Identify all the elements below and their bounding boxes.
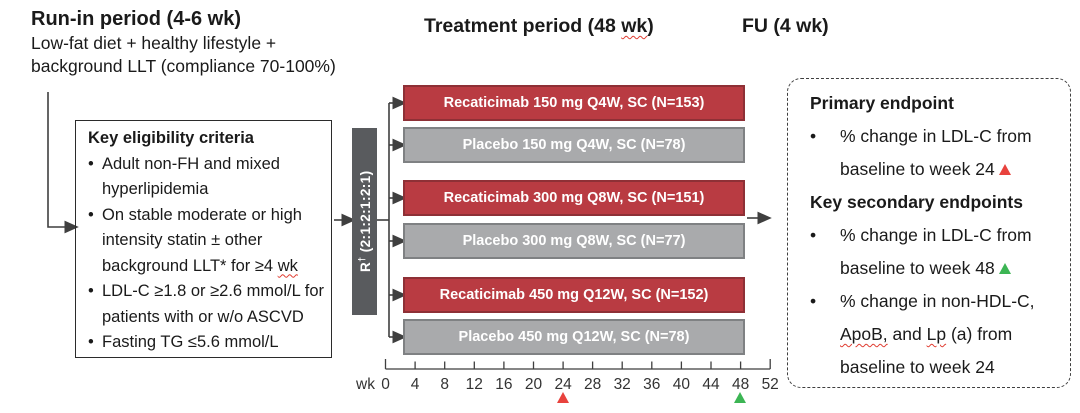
- randomization-ratio: (2:1:2:1:2:1): [357, 170, 373, 257]
- endpoint-text-apob: ApoB,: [840, 324, 888, 344]
- endpoint-text: and: [887, 324, 927, 344]
- green-triangle-icon: [998, 263, 1011, 274]
- eligibility-bullet-4: • Fasting TG ≤5.6 mmol/L: [88, 330, 325, 356]
- secondary-endpoint2-line1: • % change in non-HDL-C,: [810, 285, 1062, 318]
- treatment-period-title-close: ): [647, 15, 654, 37]
- axis-tick-label: 20: [524, 376, 543, 393]
- bullet-icon: •: [810, 291, 817, 311]
- eligibility-text: background LLT* for ≥4: [102, 256, 278, 275]
- eligibility-bullet-2: • On stable moderate or high: [88, 203, 325, 229]
- followup-period-title: FU (4 wk): [742, 15, 829, 37]
- eligibility-bullet-1: • Adult non-FH and mixed: [88, 152, 325, 178]
- primary-endpoint-title: Primary endpoint: [810, 93, 954, 113]
- runin-period-line2: background LLT (compliance 70-100%): [31, 56, 336, 76]
- endpoint-text: baseline to week 48: [840, 258, 995, 278]
- primary-endpoint-line1: • % change in LDL-C from: [810, 120, 1062, 153]
- eligibility-title: Key eligibility criteria: [88, 129, 254, 147]
- runin-to-eligibility-arrow: [47, 92, 79, 234]
- treatment-period-title-text: Treatment period (48: [424, 15, 622, 37]
- eligibility-bullet-3: • LDL-C ≥1.8 or ≥2.6 mmol/L for: [88, 279, 325, 305]
- endpoint-text: (a) from: [946, 324, 1013, 344]
- secondary-endpoint1-line1: • % change in LDL-C from: [810, 219, 1062, 252]
- eligibility-bullet-3-cont: patients with or w/o ASCVD: [102, 307, 304, 326]
- axis-tick-label: 44: [702, 376, 720, 393]
- eligibility-bullet-1-cont: hyperlipidemia: [102, 180, 209, 198]
- endpoint-text: % change in LDL-C from: [840, 225, 1032, 245]
- secondary-endpoints-title: Key secondary endpoints: [810, 192, 1023, 212]
- axis-tick-label: 48: [731, 376, 750, 393]
- primary-endpoint-line2: baseline to week 24: [810, 153, 1062, 186]
- axis-tick-label: 16: [495, 376, 513, 393]
- eligibility-text: Fasting TG ≤5.6 mmol/L: [102, 333, 279, 351]
- arm-bar-placebo-450-q12w: Placebo 450 mg Q12W, SC (N=78): [403, 319, 745, 355]
- bullet-icon: •: [88, 333, 94, 351]
- bullet-icon: •: [88, 205, 94, 224]
- axis-tick-label: 52: [761, 376, 779, 393]
- week24-primary-marker-icon: [556, 392, 569, 403]
- bullet-icon: •: [810, 225, 817, 245]
- eligibility-criteria-box: Key eligibility criteria • Adult non-FH a…: [75, 120, 332, 358]
- runin-period-header: Run-in period (4-6 wk) Low-fat diet + he…: [31, 7, 336, 78]
- secondary-endpoint1-line2: baseline to week 48: [810, 252, 1062, 285]
- axis-tick-label: 32: [613, 376, 631, 393]
- week-axis-ticks: [384, 359, 771, 369]
- eligibility-text: Adult non-FH and mixed: [102, 154, 280, 173]
- randomization-bar: R† (2:1:2:1:2:1): [352, 128, 377, 315]
- eligibility-text-wk: wk: [277, 256, 298, 275]
- axis-tick-label: 24: [554, 376, 572, 393]
- arm-bar-placebo-150-q4w: Placebo 150 mg Q4W, SC (N=78): [403, 127, 745, 163]
- bullet-icon: •: [88, 154, 94, 173]
- bullet-icon: •: [88, 282, 94, 300]
- eligibility-text: On stable moderate or high: [102, 205, 302, 224]
- axis-tick-label: 12: [465, 376, 483, 393]
- endpoint-text: % change in LDL-C from: [840, 126, 1032, 146]
- axis-tick-label: 0: [381, 376, 390, 393]
- axis-unit-label: wk: [356, 376, 375, 393]
- arm-bar-recaticimab-150-q4w: Recaticimab 150 mg Q4W, SC (N=153): [403, 85, 745, 121]
- treatment-period-title: Treatment period (48 wk): [424, 15, 654, 38]
- axis-tick-label: 28: [583, 376, 602, 393]
- arm-bar-placebo-300-q8w: Placebo 300 mg Q8W, SC (N=77): [403, 223, 745, 259]
- red-triangle-icon: [998, 164, 1011, 175]
- eligibility-bullet-2-cont2: background LLT* for ≥4 wk: [88, 254, 325, 280]
- axis-tick-label: 36: [643, 376, 661, 393]
- secondary-endpoint2-line2: ApoB, and Lp (a) from: [810, 318, 1062, 351]
- eligibility-text: LDL-C ≥1.8 or ≥2.6 mmol/L for: [102, 282, 324, 300]
- axis-tick-label: 4: [410, 376, 420, 393]
- week48-secondary-marker-icon: [734, 392, 746, 403]
- randomization-label: R† (2:1:2:1:2:1): [356, 171, 373, 272]
- axis-tick-label: 8: [440, 376, 449, 393]
- runin-period-line1: Low-fat diet + healthy lifestyle +: [31, 33, 277, 53]
- secondary-endpoint2-line3: baseline to week 24: [840, 357, 995, 377]
- arm-bar-recaticimab-450-q12w: Recaticimab 450 mg Q12W, SC (N=152): [403, 277, 745, 313]
- bullet-icon: •: [810, 126, 817, 146]
- eligibility-bullet-2-cont1: intensity statin ± other: [102, 231, 263, 249]
- treatment-period-title-wk: wk: [621, 15, 648, 37]
- endpoint-text: % change in non-HDL-C,: [840, 291, 1035, 311]
- runin-period-title: Run-in period (4-6 wk): [31, 8, 241, 30]
- dagger-icon: †: [356, 256, 367, 263]
- endpoint-text: baseline to week 24: [840, 159, 995, 179]
- randomization-r: R: [357, 262, 373, 273]
- arm-bar-recaticimab-300-q8w: Recaticimab 300 mg Q8W, SC (N=151): [403, 180, 745, 216]
- endpoints-box: Primary endpoint • % change in LDL-C from…: [787, 78, 1071, 388]
- axis-tick-label: 40: [672, 376, 691, 393]
- endpoint-text-lp: Lp: [926, 324, 947, 344]
